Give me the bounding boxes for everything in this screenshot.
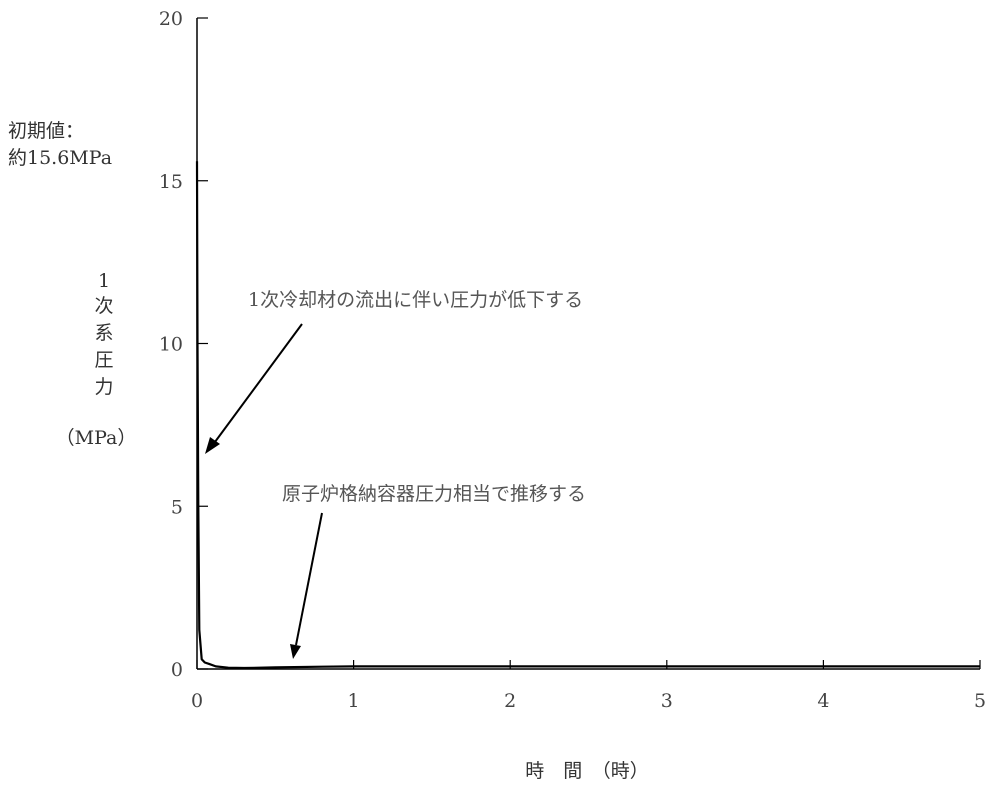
annotation-pressure-drop: 1次冷却材の流出に伴い圧力が低下する bbox=[248, 289, 583, 311]
y-axis-label-char: 1 bbox=[98, 270, 110, 292]
arrowhead-pressure-drop bbox=[205, 437, 220, 454]
initial-value-label-line2: 約15.6MPa bbox=[8, 147, 112, 169]
y-axis-label-char: 次 bbox=[94, 295, 113, 317]
annotation-arrow-pressure-drop bbox=[211, 323, 303, 447]
series-line-primary-pressure bbox=[195, 161, 980, 670]
x-tick-label: 4 bbox=[817, 690, 829, 712]
initial-value-label-line1: 初期値： bbox=[8, 120, 84, 142]
arrowhead-containment bbox=[290, 644, 301, 659]
x-tick-label: 1 bbox=[348, 690, 360, 712]
annotation-arrow-containment bbox=[295, 512, 323, 646]
y-axis-unit: （MPa） bbox=[56, 427, 137, 449]
annotation-containment-pressure: 原子炉格納容器圧力相当で推移する bbox=[282, 483, 586, 505]
y-tick-label: 15 bbox=[159, 171, 183, 193]
y-axis-label-char: 系 bbox=[94, 322, 113, 344]
y-tick-label: 10 bbox=[159, 334, 183, 356]
y-axis-label-char: 力 bbox=[94, 376, 113, 398]
x-tick-label: 0 bbox=[191, 690, 203, 712]
x-tick-label: 3 bbox=[661, 690, 673, 712]
y-axis-label-char: 圧 bbox=[94, 349, 113, 371]
y-axis-label: 1 次 系 圧 力 （MPa） bbox=[56, 270, 137, 449]
y-tick-label: 20 bbox=[159, 8, 183, 30]
y-tick-label: 0 bbox=[171, 659, 183, 681]
series-layer bbox=[195, 161, 980, 670]
y-tick-label: 5 bbox=[171, 496, 183, 518]
x-axis-label: 時 間 （時） bbox=[525, 760, 649, 782]
x-tick-label: 5 bbox=[974, 690, 986, 712]
axes: 0 5 10 15 20 0 1 2 3 4 5 bbox=[159, 8, 986, 712]
x-tick-label: 2 bbox=[504, 690, 516, 712]
